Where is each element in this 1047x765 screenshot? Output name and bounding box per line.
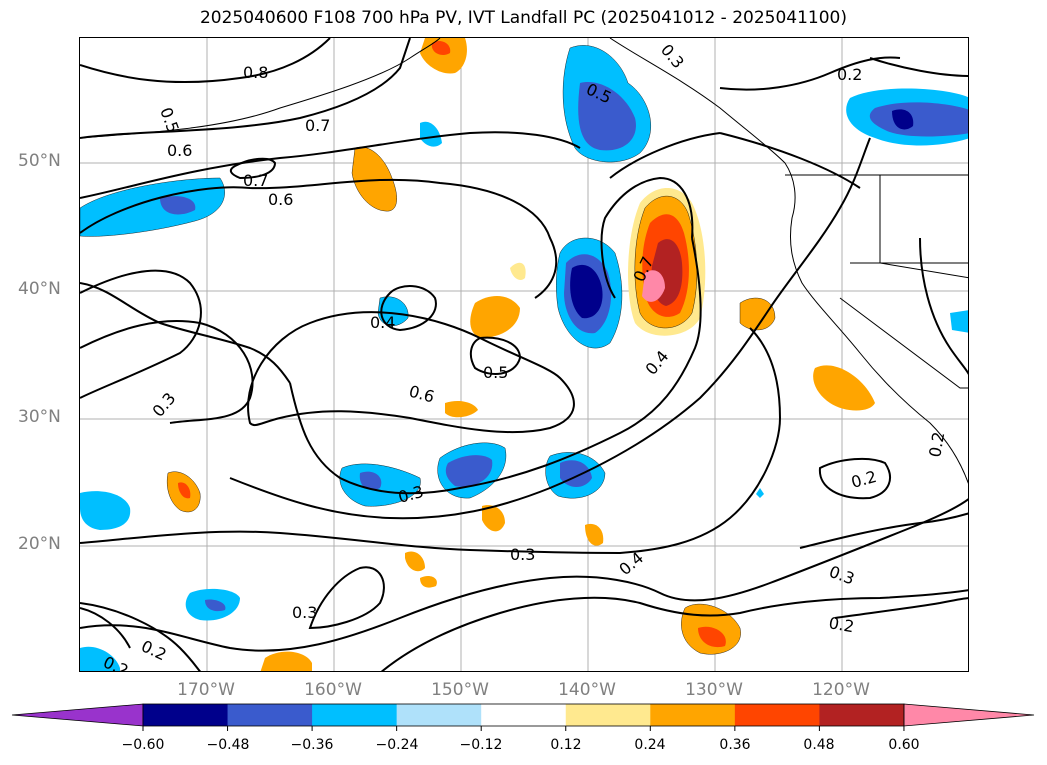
contour-label: 0.3 [292,603,317,622]
contour-label: 0.3 [657,40,688,72]
contour-label: 0.6 [167,141,192,160]
lon-label-140w: 140°W [558,680,616,700]
colorbar-swatch [734,704,820,726]
contour-label: 0.6 [407,382,437,407]
map-canvas: 0.8 0.7 0.6 0.5 0.7 0.6 0.5 0.3 0.4 0.6 … [80,38,968,671]
colorbar-tick-label: −0.60 [121,737,165,753]
contour-label: 0.3 [510,545,535,564]
colorbar-swatch [396,704,482,726]
contour-label: 0.2 [925,430,948,458]
pv-contours [80,38,968,671]
contour-label: 0.7 [243,171,268,190]
colorbar-extend-min [11,703,144,727]
lat-label-50n: 50°N [18,151,61,171]
lat-label-20n: 20°N [18,534,61,554]
lon-label-170w: 170°W [177,680,235,700]
colorbar-tick-label: 0.12 [550,737,582,753]
colorbar-tick-label: 0.48 [803,737,835,753]
contour-label: 0.8 [243,63,268,82]
lat-label-40n: 40°N [18,279,61,299]
contour-label: 0.2 [138,636,169,664]
lon-label-120w: 120°W [812,680,870,700]
map-title: 2025040600 F108 700 hPa PV, IVT Landfall… [199,8,847,28]
contour-labels: 0.8 0.7 0.6 0.5 0.7 0.6 0.5 0.3 0.4 0.6 … [100,40,948,671]
contour-label: 0.3 [827,562,857,589]
colorbar-swatch [143,704,229,726]
contour-label: 0.2 [827,613,855,636]
lon-label-130w: 130°W [685,680,743,700]
colorbar-swatch [227,704,313,726]
colorbar-swatch [481,704,567,726]
contour-label: 0.6 [268,190,293,209]
colorbar-swatch [819,704,905,726]
map-panel[interactable]: 0.8 0.7 0.6 0.5 0.7 0.6 0.5 0.3 0.4 0.6 … [79,37,969,672]
colorbar-tick-label: 0.36 [719,737,751,753]
pc-fill-regions [80,38,968,671]
lon-label-160w: 160°W [304,680,362,700]
coastlines [80,38,968,484]
colorbar-swatch [565,704,651,726]
colorbar-tick-label: −0.36 [290,737,334,753]
colorbar-outline [142,703,905,727]
gridlines [80,38,968,671]
colorbar-tick-label: 0.24 [634,737,666,753]
colorbar-tick-label: −0.48 [206,737,250,753]
contour-label: 0.7 [305,116,330,135]
lat-label-30n: 30°N [18,407,61,427]
colorbar [11,703,1035,731]
colorbar-swatch [650,704,736,726]
contour-label: 0.4 [642,347,673,379]
colorbar-extend-max [903,703,1035,727]
colorbar-swatch [312,704,398,726]
contour-label: 0.4 [370,313,395,332]
colorbar-tick-label: −0.12 [459,737,503,753]
lon-label-150w: 150°W [431,680,489,700]
contour-label: 0.2 [837,65,862,84]
colorbar-tick-label: 0.60 [888,737,920,753]
contour-label: 0.3 [149,389,180,421]
contour-label: 0.2 [849,467,879,492]
contour-label: 0.5 [483,363,508,382]
colorbar-tick-label: −0.24 [375,737,419,753]
